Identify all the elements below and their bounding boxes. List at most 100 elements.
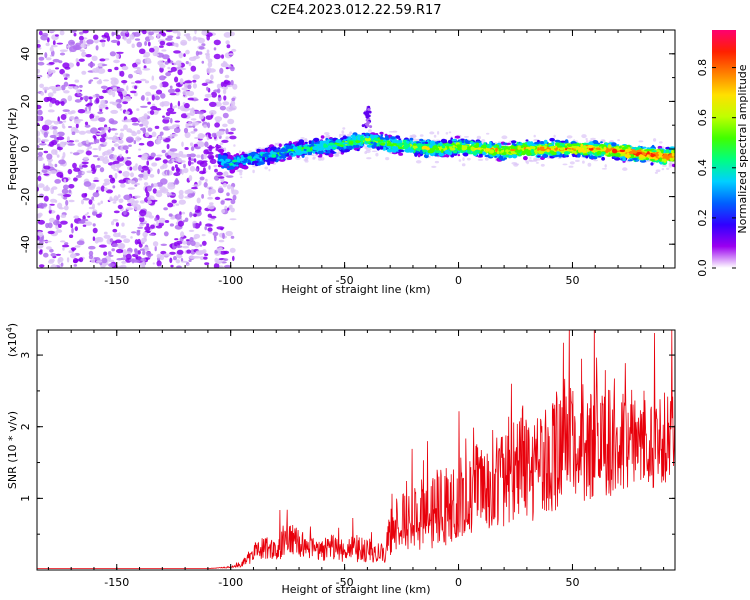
noise-blob [184, 80, 193, 84]
signal-blob [543, 139, 548, 144]
halo-blob [501, 135, 508, 140]
noise-blob [151, 94, 155, 101]
signal-blob [395, 135, 401, 139]
noise-blob [144, 226, 151, 231]
noise-blob [121, 65, 129, 71]
noise-blob [103, 141, 108, 146]
signal-blob [398, 149, 404, 152]
noise-blob [176, 36, 181, 39]
signal-blob [318, 150, 324, 155]
noise-blob [189, 142, 194, 147]
noise-blob [116, 155, 125, 162]
spectrogram-y-tick-label: 0 [19, 146, 32, 153]
noise-blob [56, 136, 65, 141]
noise-blob [137, 238, 141, 244]
noise-blob [185, 122, 189, 129]
signal-blob [219, 158, 224, 162]
noise-blob [75, 58, 79, 63]
noise-blob [184, 131, 191, 139]
signal-blob [387, 141, 392, 144]
noise-blob [160, 250, 167, 255]
noise-blob [47, 230, 55, 235]
noise-blob [149, 85, 158, 90]
noise-blob [91, 196, 95, 201]
signal-blob [569, 149, 574, 152]
noise-blob [131, 43, 135, 49]
noise-blob [218, 239, 225, 243]
noise-blob [163, 253, 171, 257]
noise-blob [112, 201, 117, 204]
noise-blob [126, 138, 134, 143]
noise-blob [203, 98, 209, 102]
signal-blob [217, 148, 225, 153]
halo-blob [334, 154, 340, 157]
noise-blob [155, 191, 163, 198]
noise-blob [48, 161, 52, 167]
signal-blob [451, 139, 457, 142]
noise-blob [154, 125, 160, 129]
noise-blob [165, 30, 173, 33]
noise-blob [60, 114, 67, 120]
noise-blob [62, 62, 70, 69]
halo-blob [434, 160, 439, 164]
noise-blob [107, 251, 112, 256]
signal-blob [247, 162, 251, 165]
noise-blob [201, 240, 207, 246]
noise-blob [166, 169, 170, 176]
halo-blob [617, 139, 620, 142]
noise-blob [50, 253, 57, 257]
noise-blob [47, 109, 55, 113]
noise-blob [84, 107, 88, 112]
noise-blob [92, 155, 99, 158]
noise-blob [88, 104, 92, 112]
signal-blob [357, 135, 361, 141]
noise-blob [174, 76, 179, 83]
noise-blob [197, 133, 205, 140]
signal-blob [440, 138, 447, 143]
noise-blob [56, 154, 60, 158]
spectrogram-marks [37, 30, 675, 268]
noise-blob [144, 80, 150, 84]
signal-blob [348, 145, 354, 150]
noise-blob [195, 250, 204, 256]
noise-blob [68, 250, 74, 254]
noise-blob [178, 199, 186, 205]
signal-blob [267, 148, 271, 153]
halo-blob [529, 157, 532, 159]
noise-blob [70, 41, 75, 44]
noise-blob [37, 115, 42, 122]
noise-blob [200, 154, 205, 160]
signal-blob [462, 152, 469, 157]
signal-blob [514, 149, 521, 153]
noise-blob [207, 204, 215, 210]
noise-blob [163, 231, 169, 237]
noise-blob [143, 182, 149, 186]
noise-blob [78, 35, 84, 41]
halo-blob [445, 132, 449, 135]
noise-blob [181, 141, 184, 147]
noise-blob [185, 61, 189, 65]
signal-blob [377, 140, 381, 143]
noise-blob [85, 54, 92, 58]
noise-blob [147, 41, 151, 47]
noise-blob [90, 127, 98, 134]
signal-blob [479, 153, 483, 157]
signal-blob [376, 143, 380, 148]
noise-blob [177, 105, 181, 110]
noise-blob [101, 64, 108, 66]
noise-blob [100, 99, 106, 107]
noise-blob [58, 223, 62, 228]
noise-blob [49, 102, 53, 108]
noise-blob [134, 184, 138, 187]
noise-blob [201, 194, 205, 199]
snr-y-ticks: 123 [19, 352, 675, 571]
noise-blob [143, 51, 151, 58]
noise-blob [74, 129, 80, 134]
noise-blob [52, 58, 60, 63]
noise-blob [226, 84, 233, 88]
noise-blob [180, 39, 188, 46]
noise-blob [95, 45, 99, 51]
noise-blob [87, 146, 93, 149]
noise-blob [138, 142, 145, 146]
noise-blob [111, 31, 115, 37]
